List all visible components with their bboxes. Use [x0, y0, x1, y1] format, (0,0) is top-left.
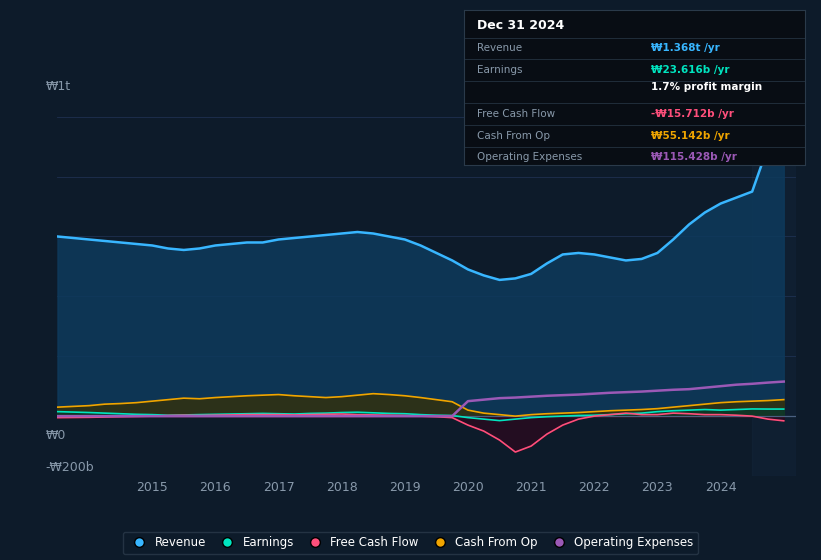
Text: -₩15.712b /yr: -₩15.712b /yr	[651, 109, 734, 119]
Text: ₩1.368t /yr: ₩1.368t /yr	[651, 44, 720, 53]
Bar	[752, 87, 796, 476]
Text: Operating Expenses: Operating Expenses	[478, 152, 583, 162]
Legend: Revenue, Earnings, Free Cash Flow, Cash From Op, Operating Expenses: Revenue, Earnings, Free Cash Flow, Cash …	[122, 531, 699, 554]
Text: Dec 31 2024: Dec 31 2024	[478, 18, 565, 31]
Text: Revenue: Revenue	[478, 44, 523, 53]
Text: Cash From Op: Cash From Op	[478, 130, 551, 141]
Text: ₩55.142b /yr: ₩55.142b /yr	[651, 130, 730, 141]
Text: ₩1t: ₩1t	[45, 80, 71, 94]
Text: Free Cash Flow: Free Cash Flow	[478, 109, 556, 119]
Text: 1.7% profit margin: 1.7% profit margin	[651, 82, 763, 92]
Text: -₩200b: -₩200b	[45, 461, 94, 474]
Text: ₩115.428b /yr: ₩115.428b /yr	[651, 152, 737, 162]
Text: ₩0: ₩0	[45, 429, 66, 442]
Text: ₩23.616b /yr: ₩23.616b /yr	[651, 65, 730, 75]
Text: Earnings: Earnings	[478, 65, 523, 75]
